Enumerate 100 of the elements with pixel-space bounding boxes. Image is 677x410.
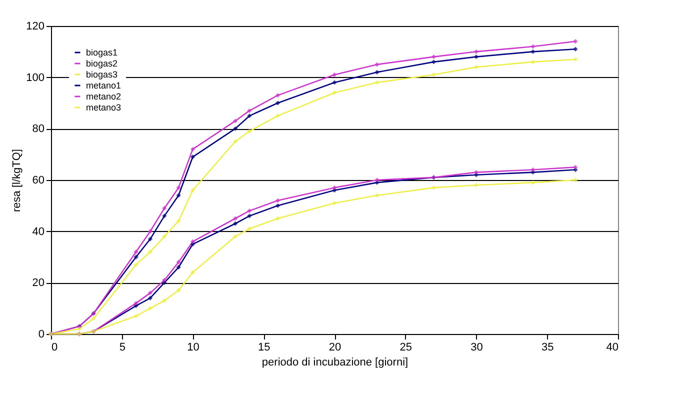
point bbox=[232, 126, 238, 132]
point bbox=[162, 278, 167, 282]
y-axis-title: resa [l/kgTQ] bbox=[11, 149, 24, 212]
point bbox=[374, 178, 380, 182]
point bbox=[275, 113, 280, 118]
y-tick-label: 80 bbox=[32, 123, 44, 136]
point bbox=[431, 54, 436, 60]
x-tick-label: 10 bbox=[187, 342, 200, 354]
point bbox=[474, 54, 479, 60]
legend-label: biogas2 bbox=[86, 58, 118, 68]
point bbox=[275, 198, 280, 203]
point bbox=[332, 200, 337, 206]
point bbox=[190, 188, 196, 193]
point bbox=[134, 250, 138, 254]
legend-label: metano2 bbox=[86, 92, 122, 102]
point bbox=[176, 264, 181, 270]
point bbox=[530, 60, 536, 64]
point bbox=[332, 80, 337, 85]
point bbox=[148, 250, 153, 254]
point bbox=[176, 193, 181, 198]
point bbox=[148, 290, 153, 296]
point bbox=[431, 72, 436, 78]
legend-label: metano3 bbox=[86, 102, 122, 112]
point bbox=[530, 44, 536, 49]
point bbox=[232, 221, 238, 226]
point bbox=[530, 49, 536, 54]
point bbox=[232, 216, 238, 221]
point bbox=[431, 60, 436, 64]
point bbox=[374, 62, 380, 67]
x-axis-title: periodo di incubazione [giorni] bbox=[262, 356, 408, 368]
x-tick-label: 15 bbox=[258, 342, 270, 354]
point bbox=[247, 108, 252, 114]
point bbox=[573, 46, 578, 52]
point bbox=[232, 118, 238, 124]
point bbox=[134, 262, 138, 268]
point bbox=[332, 90, 337, 96]
point bbox=[573, 178, 578, 182]
y-tick-label: 100 bbox=[26, 72, 44, 84]
point bbox=[148, 236, 153, 242]
point bbox=[148, 296, 153, 300]
point bbox=[148, 228, 153, 234]
point bbox=[275, 92, 280, 98]
y-tick-label: 120 bbox=[26, 20, 44, 32]
y-tick-label: 60 bbox=[32, 174, 44, 186]
x-tick-label: 5 bbox=[119, 342, 126, 354]
point bbox=[134, 300, 138, 306]
point bbox=[247, 226, 252, 232]
point bbox=[573, 57, 578, 62]
legend-label: biogas3 bbox=[86, 70, 118, 80]
x-tick-label: 30 bbox=[470, 342, 483, 354]
point bbox=[77, 326, 82, 332]
point bbox=[134, 314, 138, 318]
x-tick-label: 0 bbox=[52, 342, 58, 354]
legend-label: metano1 bbox=[86, 80, 122, 90]
point bbox=[275, 216, 280, 221]
point bbox=[573, 39, 578, 44]
point bbox=[162, 298, 167, 303]
point bbox=[148, 306, 153, 311]
x-tick-label: 20 bbox=[328, 342, 342, 354]
point bbox=[176, 218, 181, 224]
point bbox=[374, 80, 380, 85]
point bbox=[162, 206, 167, 211]
point bbox=[374, 193, 380, 198]
point bbox=[474, 64, 479, 70]
point bbox=[176, 260, 181, 264]
y-tick-label: 40 bbox=[32, 226, 44, 238]
point bbox=[474, 182, 479, 188]
point bbox=[176, 288, 181, 293]
point bbox=[530, 180, 536, 185]
point bbox=[573, 164, 578, 170]
y-tick-label: 0 bbox=[38, 328, 44, 340]
y-tick-label: 20 bbox=[32, 277, 44, 290]
x-tick-label: 40 bbox=[606, 342, 618, 354]
point bbox=[530, 167, 536, 172]
point bbox=[162, 234, 167, 239]
x-tick-label: 25 bbox=[400, 342, 412, 354]
point bbox=[247, 214, 252, 218]
point bbox=[332, 185, 337, 190]
point bbox=[374, 70, 380, 75]
point bbox=[275, 100, 280, 106]
point bbox=[247, 128, 252, 134]
point bbox=[247, 113, 252, 118]
point bbox=[232, 234, 238, 239]
point bbox=[247, 208, 252, 214]
point bbox=[332, 72, 337, 78]
point bbox=[176, 185, 181, 190]
point bbox=[134, 254, 138, 260]
point bbox=[190, 146, 196, 152]
x-tick-label: 35 bbox=[542, 342, 554, 354]
point bbox=[232, 139, 238, 144]
point bbox=[190, 154, 196, 160]
point bbox=[162, 214, 167, 218]
point bbox=[474, 170, 479, 175]
point bbox=[474, 49, 479, 54]
point bbox=[275, 203, 280, 208]
point bbox=[431, 185, 436, 190]
point bbox=[91, 316, 96, 321]
point bbox=[190, 270, 196, 275]
legend-label: biogas1 bbox=[86, 48, 118, 58]
point bbox=[190, 239, 196, 244]
